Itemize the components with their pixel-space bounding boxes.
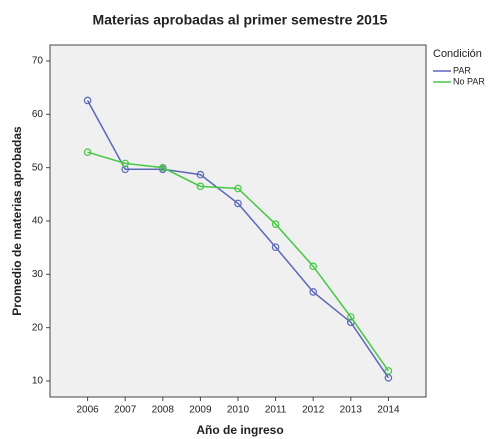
y-tick-label: 30: [32, 269, 44, 280]
y-tick-label: 50: [32, 162, 44, 173]
legend-title: Condición: [433, 48, 482, 60]
x-tick-label: 2011: [265, 405, 287, 416]
legend-label: PAR: [453, 65, 471, 75]
point: [346, 313, 355, 321]
point: [271, 243, 280, 251]
x-tick-label: 2007: [114, 405, 137, 416]
x-axis-label: Año de ingreso: [196, 423, 283, 437]
y-axis-label: Promedio de materias aprobadas: [10, 126, 24, 316]
point: [159, 163, 167, 172]
point: [309, 262, 318, 271]
point: [384, 367, 393, 375]
x-tick-label: 2014: [377, 405, 400, 416]
legend-label: No PAR: [453, 76, 485, 86]
point: [234, 184, 242, 193]
chart-title: Materias aprobadas al primer semestre 20…: [93, 12, 388, 28]
y-tick-label: 10: [32, 376, 44, 387]
point: [83, 148, 92, 157]
point: [196, 170, 205, 179]
y-tick-label: 20: [32, 322, 44, 333]
series-line: [86, 100, 390, 379]
y-tick-label: 70: [32, 56, 44, 67]
x-tick-label: 2008: [152, 405, 175, 416]
plot-area: [49, 44, 427, 398]
x-tick-label: 2012: [302, 405, 325, 416]
y-tick-label: 60: [32, 109, 44, 120]
point: [309, 288, 318, 296]
point: [196, 182, 205, 191]
x-tick-label: 2013: [340, 405, 363, 416]
point: [271, 220, 280, 229]
x-tick-label: 2006: [76, 405, 99, 416]
point: [83, 96, 92, 105]
point: [234, 199, 242, 208]
series-line: [87, 151, 390, 372]
point: [121, 159, 130, 168]
y-tick-label: 40: [32, 216, 44, 227]
x-tick-label: 2010: [227, 405, 250, 416]
x-tick-label: 2009: [189, 405, 212, 416]
